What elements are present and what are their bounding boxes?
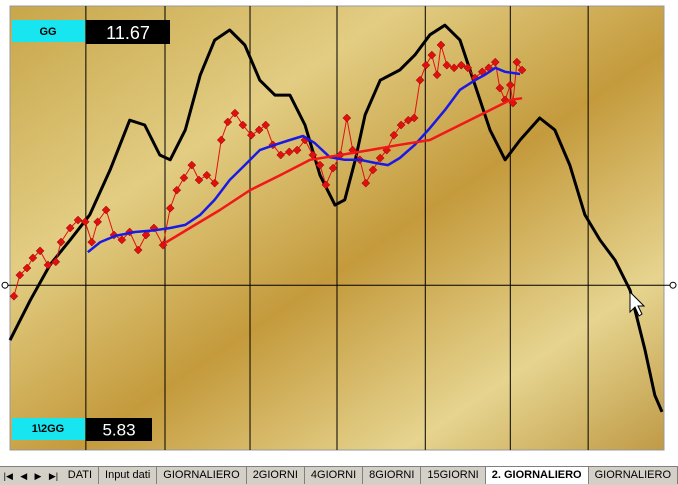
series-line — [164, 96, 523, 245]
sheet-tab[interactable]: 15GIORNI — [421, 467, 486, 484]
annotation-label: 1\2GG — [32, 423, 64, 435]
data-point — [315, 160, 325, 170]
data-point — [35, 246, 45, 256]
sheet-tab[interactable]: 2GIORNI — [247, 467, 305, 484]
data-point — [165, 203, 175, 213]
data-point — [179, 173, 189, 183]
data-point — [194, 175, 204, 185]
data-point — [361, 178, 371, 188]
sheet-tab[interactable]: GIORNALIERO — [589, 467, 678, 484]
data-point — [223, 117, 233, 127]
annotation-value-box — [86, 20, 170, 44]
data-point — [187, 160, 197, 170]
sheet-tab[interactable]: 8GIORNI — [363, 467, 422, 484]
annotation-value: 11.67 — [106, 23, 150, 43]
data-point — [415, 75, 425, 85]
data-point — [368, 165, 378, 175]
annotation-value-box — [86, 418, 152, 441]
annotation-label: GG — [39, 26, 56, 38]
data-point — [93, 217, 102, 227]
sheet-tab[interactable]: GIORNALIERO — [157, 467, 247, 484]
sheet-tab-bar: |◀ ◀ ▶ ▶| DATI Input dati GIORNALIERO 2GIORNI 4… — [0, 466, 678, 485]
data-point — [508, 98, 518, 108]
data-point — [238, 120, 248, 130]
data-point — [432, 70, 442, 80]
data-point — [87, 237, 97, 247]
data-point — [15, 270, 25, 280]
data-point — [216, 135, 226, 145]
data-point — [389, 130, 399, 140]
data-point — [284, 147, 294, 157]
data-point — [427, 50, 437, 60]
data-point — [65, 223, 75, 233]
data-point — [512, 57, 522, 67]
axis-end — [1, 281, 9, 289]
data-point — [490, 57, 500, 67]
data-point — [210, 178, 220, 188]
data-point — [101, 205, 111, 215]
annotation-value: 5.83 — [102, 420, 135, 439]
sheet-tab[interactable]: DATI — [62, 467, 100, 484]
data-point — [254, 125, 264, 135]
data-point — [409, 113, 419, 123]
data-point — [9, 291, 19, 301]
data-point — [43, 260, 53, 270]
data-point — [28, 253, 38, 263]
data-point — [117, 235, 127, 245]
data-point — [141, 230, 151, 240]
data-point — [276, 150, 286, 160]
annotation-box — [12, 20, 85, 42]
axis-end — [669, 281, 677, 289]
data-point — [80, 217, 90, 227]
data-point — [73, 215, 83, 225]
mouse-cursor — [629, 290, 646, 317]
data-point — [22, 263, 32, 273]
data-point — [463, 63, 473, 73]
chart: GG 11.67 1\2GG 5.83 — [0, 0, 678, 466]
data-point — [230, 108, 240, 118]
data-point — [133, 245, 143, 255]
data-point — [505, 80, 515, 90]
sheet-tab[interactable]: 4GIORNI — [305, 467, 364, 484]
data-point — [442, 60, 452, 70]
data-point — [51, 257, 61, 267]
annotation-box — [12, 418, 85, 440]
data-point — [246, 130, 256, 140]
data-point — [321, 180, 331, 190]
sheet-tab[interactable]: 2. GIORNALIERO — [485, 467, 589, 484]
data-point — [421, 60, 431, 70]
data-point — [261, 120, 271, 130]
series-line — [87, 66, 521, 254]
data-point — [342, 113, 352, 123]
data-point — [202, 170, 212, 180]
data-point — [517, 65, 527, 75]
data-point — [436, 40, 446, 50]
sheet-tab[interactable]: Input dati — [99, 467, 158, 484]
tab-navigation[interactable]: |◀ ◀ ▶ ▶| — [3, 470, 59, 481]
data-point — [56, 237, 66, 247]
data-point — [375, 153, 385, 163]
data-point — [328, 163, 338, 173]
data-point — [456, 60, 466, 70]
data-point — [396, 120, 406, 130]
series-line — [8, 23, 664, 413]
data-point — [495, 83, 505, 93]
data-point — [292, 145, 302, 155]
data-point — [172, 185, 182, 195]
data-point — [449, 63, 459, 73]
